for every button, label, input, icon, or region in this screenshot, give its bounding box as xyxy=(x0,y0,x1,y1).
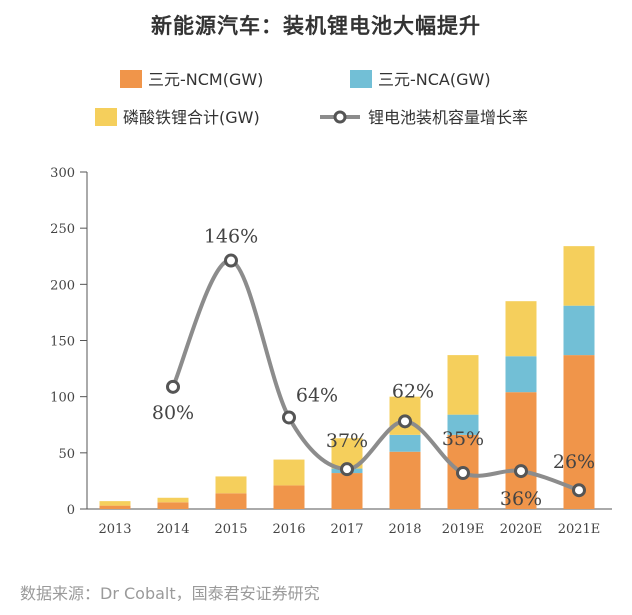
source-note: 数据来源：Dr Cobalt，国泰君安证券研究 xyxy=(20,584,320,603)
y-tick-label: 50 xyxy=(58,447,75,462)
bar-2018-series-0 xyxy=(389,451,421,509)
growth-point-2021E xyxy=(572,483,586,498)
growth-label-2015: 146% xyxy=(204,226,258,248)
growth-point-2019E xyxy=(456,466,470,480)
bar-2013-series-0 xyxy=(99,505,131,509)
bar-2013-series-2 xyxy=(99,501,131,506)
growth-point-2018 xyxy=(398,414,412,429)
legend-swatch-0 xyxy=(120,70,142,88)
growth-point-2014 xyxy=(166,379,180,394)
bar-2015-series-2 xyxy=(215,476,247,494)
growth-line: 80% 146% 64% 37% 62% 35% 36% 26% xyxy=(152,226,595,511)
bar-2016-series-2 xyxy=(273,459,305,486)
bar-2020E-series-0 xyxy=(505,392,537,509)
bar-2014-series-0 xyxy=(157,502,189,509)
legend-line-marker xyxy=(333,110,347,124)
growth-label-2014: 80% xyxy=(152,402,194,424)
growth-label-2020E: 36% xyxy=(500,488,542,510)
bar-2014-series-2 xyxy=(157,497,189,503)
bar-2017-series-0 xyxy=(331,473,363,509)
growth-label-2018: 62% xyxy=(392,380,434,402)
x-tick-label: 2013 xyxy=(98,522,131,537)
bar-2018-series-1 xyxy=(389,434,421,452)
x-axis: 2013 2014 2015 2016 2017 2018 2019E 2020E 2021E xyxy=(98,522,600,537)
growth-point-2016 xyxy=(282,410,296,425)
bar-2016-series-0 xyxy=(273,485,305,509)
growth-point-2015 xyxy=(224,253,238,268)
growth-label-2016: 64% xyxy=(296,384,338,406)
bar-2015-series-0 xyxy=(215,493,247,509)
x-tick-label: 2019E xyxy=(442,522,485,537)
legend-swatch-2 xyxy=(95,108,117,126)
bar-2019E-series-1 xyxy=(447,414,479,435)
bar-2021E-series-1 xyxy=(563,305,595,356)
x-tick-label: 2016 xyxy=(272,522,305,537)
growth-label-2017: 37% xyxy=(326,430,368,452)
growth-label-2021E: 26% xyxy=(553,451,595,473)
legend-label-1: 三元-NCA(GW) xyxy=(378,70,491,89)
legend-label-0: 三元-NCM(GW) xyxy=(148,70,263,89)
y-tick-label: 200 xyxy=(50,278,75,293)
growth-point-2020E xyxy=(514,464,528,479)
x-tick-label: 2020E xyxy=(500,522,543,537)
y-tick-label: 0 xyxy=(67,503,75,518)
y-tick-label: 100 xyxy=(50,391,75,406)
bar-2020E-series-1 xyxy=(505,356,537,393)
chart-title: 新能源汽车：装机锂电池大幅提升 xyxy=(151,13,481,38)
growth-point-2017 xyxy=(340,462,354,477)
legend-label-2: 磷酸铁锂合计(GW) xyxy=(123,108,260,127)
y-tick-label: 300 xyxy=(50,166,75,181)
legend-label-line: 锂电池装机容量增长率 xyxy=(368,108,528,127)
x-tick-label: 2015 xyxy=(214,522,247,537)
legend-swatch-1 xyxy=(350,70,372,88)
bar-2019E-series-2 xyxy=(447,355,479,415)
x-tick-label: 2014 xyxy=(156,522,189,537)
growth-label-2019E: 35% xyxy=(442,428,484,450)
y-tick-label: 150 xyxy=(50,335,75,350)
x-tick-label: 2018 xyxy=(388,522,421,537)
legend: 三元-NCM(GW) 三元-NCA(GW) 磷酸铁锂合计(GW) 锂电池装机容量增长率 xyxy=(95,70,528,127)
bar-2021E-series-2 xyxy=(563,246,595,306)
x-tick-label: 2017 xyxy=(330,522,363,537)
x-tick-label: 2021E xyxy=(558,522,601,537)
bar-2020E-series-2 xyxy=(505,301,537,357)
y-tick-label: 250 xyxy=(50,222,75,237)
